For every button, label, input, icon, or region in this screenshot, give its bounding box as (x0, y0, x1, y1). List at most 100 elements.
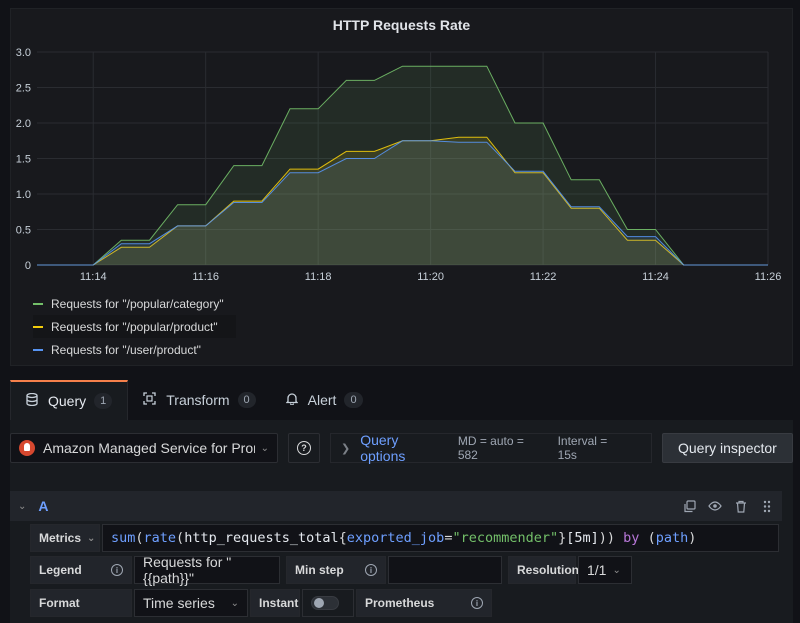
legend-field-text: Legend (39, 563, 82, 577)
options-row-2: Format Time series ⌄ Instant Prometheus … (30, 589, 492, 617)
datasource-name: Amazon Managed Service for Prometheus (43, 440, 255, 456)
tab-count-badge: 1 (94, 393, 113, 409)
tab-label: Alert (307, 392, 337, 408)
graph-panel: 0 0.5 1.0 1.5 2.0 2.5 3.0 11:14 11:16 11:18 11:20 1… (10, 8, 793, 366)
legend-item-category[interactable]: Requests for "/popular/category" (33, 292, 236, 315)
format-label: Format (30, 589, 132, 617)
datasource-help-button[interactable]: ? (288, 433, 320, 463)
x-tick-label: 11:18 (305, 271, 332, 283)
x-tick-label: 11:16 (192, 271, 219, 283)
resolution-text: Resolution (517, 563, 579, 577)
min-step-text: Min step (295, 563, 344, 577)
query-ref-name[interactable]: A (38, 498, 49, 514)
legend-item-product[interactable]: Requests for "/popular/product" (33, 315, 236, 338)
duplicate-icon[interactable] (682, 499, 696, 513)
expr-token: exported_job (346, 530, 445, 546)
y-tick-label: 0 (25, 260, 31, 272)
info-icon[interactable]: i (111, 564, 123, 576)
tab-transform[interactable]: Transform 0 (128, 380, 270, 420)
legend-format-value: Requests for "{{path}}" (143, 554, 232, 586)
instant-toggle-wrap (302, 589, 354, 617)
legend-swatch (33, 325, 43, 328)
transform-icon (143, 392, 156, 408)
format-select[interactable]: Time series ⌄ (134, 589, 248, 617)
expr-token: sum (111, 530, 136, 546)
resolution-select[interactable]: 1/1 ⌄ (578, 556, 632, 584)
datasource-picker[interactable]: Amazon Managed Service for Prometheus ⌄ (10, 433, 278, 463)
chevron-down-icon: ⌄ (260, 442, 269, 454)
legend-item-user-product[interactable]: Requests for "/user/product" (33, 338, 236, 361)
chevron-right-icon: ❯ (341, 442, 351, 455)
expr-token: [5m] (566, 530, 599, 546)
metrics-label: Metrics (39, 531, 82, 545)
editor-tabs: Query 1 Transform 0 Alert 0 (10, 380, 378, 420)
legend: Requests for "/popular/category" Request… (33, 292, 236, 361)
y-tick-label: 1.5 (16, 154, 31, 166)
y-tick-label: 1.0 (16, 189, 31, 201)
tab-query[interactable]: Query 1 (10, 380, 129, 420)
instant-toggle[interactable] (311, 596, 339, 610)
legend-label: Requests for "/popular/category" (51, 296, 224, 311)
prometheus-logo-icon (19, 440, 35, 456)
expr-token: path (655, 530, 689, 546)
query-inspector-button[interactable]: Query inspector (662, 433, 793, 463)
x-tick-label: 11:20 (417, 271, 444, 283)
chevron-down-icon: ⌄ (87, 532, 96, 544)
legend-format-input[interactable]: Requests for "{{path}}" (134, 554, 280, 586)
expr-token: = (444, 530, 453, 546)
format-value: Time series (143, 595, 215, 611)
trash-icon[interactable] (734, 499, 748, 513)
series-line-2 (37, 140, 768, 266)
database-icon (26, 392, 38, 409)
tab-label: Query (48, 393, 87, 409)
drag-handle-icon[interactable] (760, 499, 774, 513)
question-icon: ? (297, 441, 311, 455)
resolution-label: Resolution (508, 556, 579, 584)
query-a-header: ⌄ A (10, 491, 782, 521)
query-options-label: Query options (360, 432, 406, 464)
instant-text: Instant (259, 596, 299, 610)
y-tick-label: 2.5 (16, 83, 31, 95)
expr-token: } (558, 530, 567, 546)
tab-count-badge: 0 (344, 392, 363, 408)
series-area-0 (37, 66, 768, 265)
resolution-value: 1/1 (587, 562, 607, 578)
series-area-2 (37, 140, 768, 265)
expr-token: )) (598, 530, 616, 546)
chevron-down-icon: ⌄ (612, 564, 621, 576)
legend-label: Requests for "/popular/product" (51, 319, 218, 334)
expr-token: http_requests_total (184, 530, 339, 546)
query-options[interactable]: ❯ Query options MD = auto = 582 Interval… (330, 432, 652, 464)
x-tick-label: 11:24 (642, 271, 669, 283)
tab-alert[interactable]: Alert 0 (271, 380, 378, 420)
info-icon[interactable]: i (365, 564, 377, 576)
info-icon[interactable]: i (471, 597, 483, 609)
metrics-query-input[interactable]: sum(rate(http_requests_total{exported_jo… (102, 524, 779, 552)
format-text: Format (39, 596, 80, 610)
requests-chart: 0 0.5 1.0 1.5 2.0 2.5 3.0 11:14 11:16 11:18 11:20 1… (16, 47, 782, 283)
metrics-row: Metrics ⌄ sum(rate(http_requests_total{e… (30, 524, 779, 552)
legend-label: Requests for "/user/product" (51, 342, 201, 357)
max-data-points: MD = auto = 582 (457, 434, 524, 462)
prometheus-text: Prometheus (365, 596, 435, 610)
tab-count-badge: 0 (237, 392, 256, 408)
y-tick-label: 3.0 (16, 47, 31, 59)
y-tick-label: 0.5 (16, 225, 31, 237)
expr-token: ( (135, 530, 144, 546)
x-tick-label: 11:14 (80, 271, 107, 283)
x-tick-label: 11:22 (530, 271, 557, 283)
expr-token: rate (143, 530, 177, 546)
expr-token: ) (688, 530, 697, 546)
tab-label: Transform (166, 392, 230, 408)
series-line-0 (37, 65, 768, 266)
eye-icon[interactable] (708, 499, 722, 513)
expr-token: { (338, 530, 347, 546)
collapse-chevron-icon[interactable]: ⌄ (18, 500, 27, 512)
instant-label: Instant (250, 589, 300, 617)
min-step-input[interactable] (388, 556, 502, 584)
prometheus-label: Prometheus i (356, 589, 492, 617)
metrics-label-button[interactable]: Metrics ⌄ (30, 524, 100, 552)
y-tick-label: 2.0 (16, 118, 31, 130)
min-step-label: Min step i (286, 556, 386, 584)
legend-swatch (33, 348, 43, 351)
